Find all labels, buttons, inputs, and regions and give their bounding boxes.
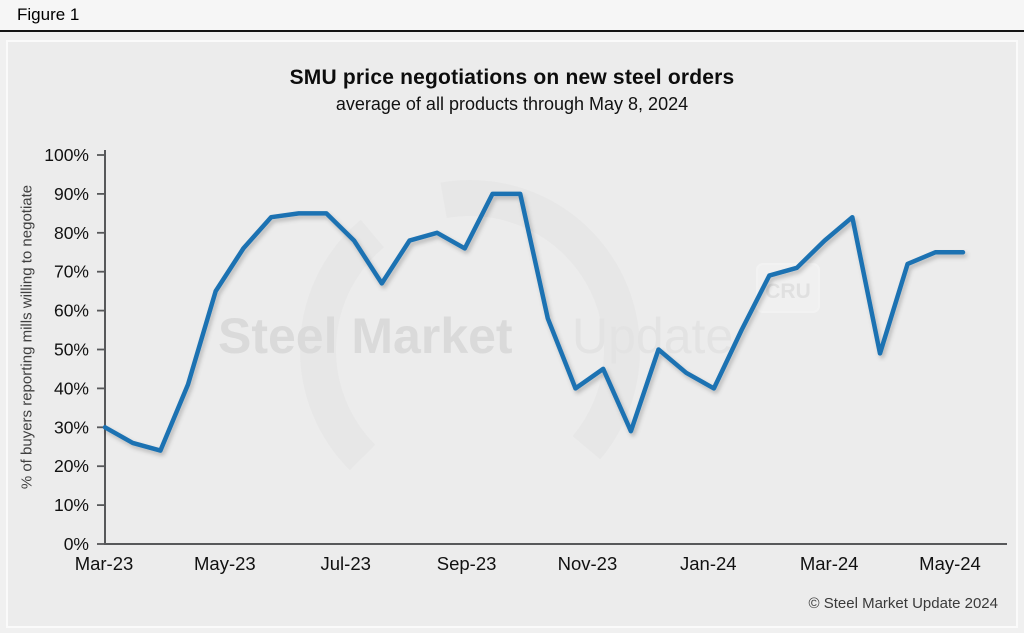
- figure-header: Figure 1: [0, 0, 1024, 32]
- copyright-text: © Steel Market Update 2024: [808, 595, 999, 612]
- chart-panel: [6, 40, 1018, 628]
- chart-subtitle: average of all products through May 8, 2…: [335, 94, 689, 114]
- figure-label: Figure 1: [17, 5, 80, 24]
- y-axis-title: % of buyers reporting mills willing to n…: [18, 184, 36, 490]
- chart-title: SMU price negotiations on new steel orde…: [289, 66, 735, 89]
